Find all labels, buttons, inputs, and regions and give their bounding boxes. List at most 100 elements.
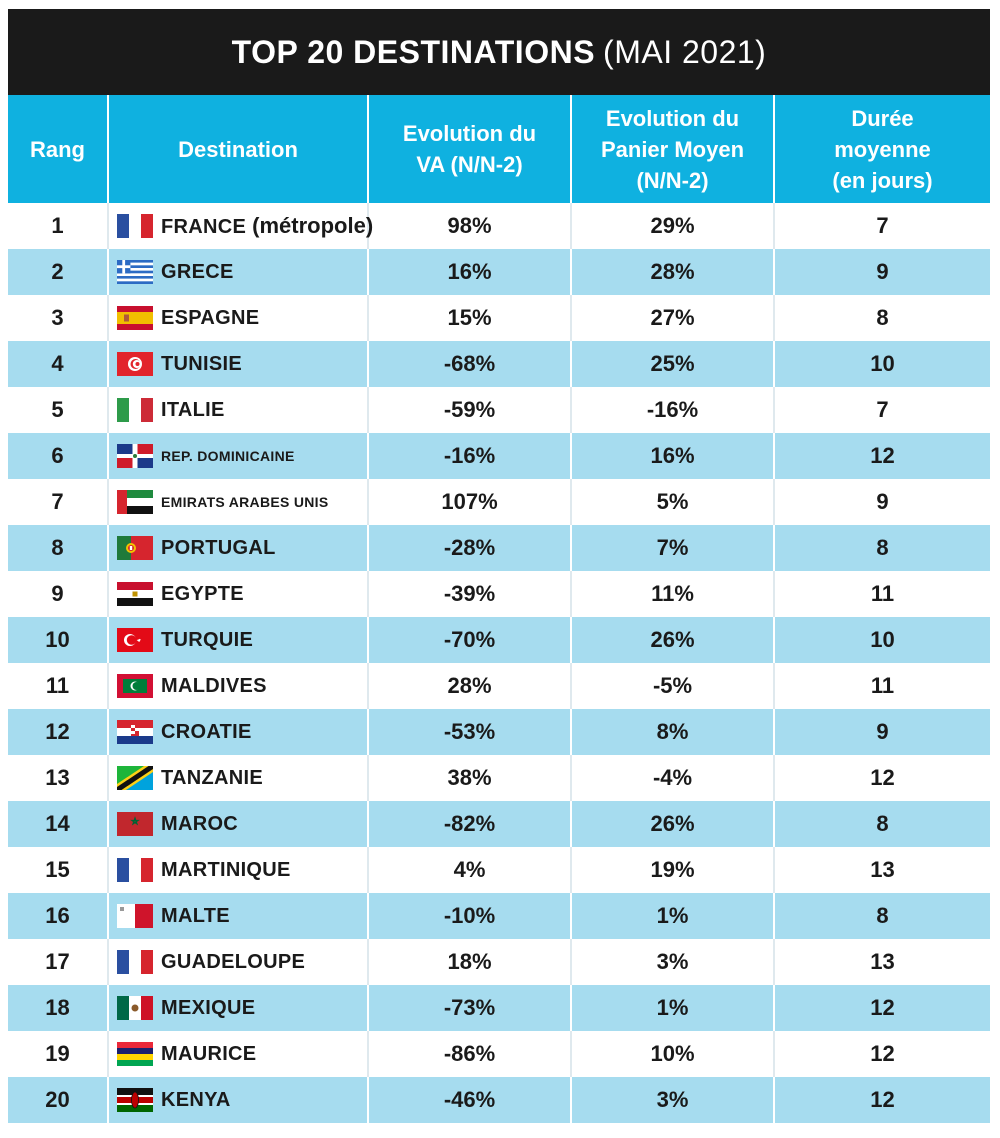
cell-evolution-panier: 8%	[572, 709, 775, 755]
table-row: 9 EGYPTE -39% 11% 11	[8, 571, 990, 617]
cell-evolution-panier: 10%	[572, 1031, 775, 1077]
cell-evolution-va: -16%	[369, 433, 572, 479]
table-row: 20 KENYA -46% 3% 12	[8, 1077, 990, 1123]
tanzania-flag-icon	[117, 766, 153, 790]
dominican-republic-flag-icon	[117, 444, 153, 468]
cell-evolution-va: -73%	[369, 985, 572, 1031]
cell-evolution-va: -10%	[369, 893, 572, 939]
header-destination: Destination	[109, 95, 369, 203]
cell-evolution-panier: -5%	[572, 663, 775, 709]
cell-evolution-panier: 16%	[572, 433, 775, 479]
destination-name: MALTE	[161, 904, 230, 927]
cell-duree: 9	[876, 259, 889, 284]
cell-duree: 13	[870, 857, 895, 882]
cell-rang: 20	[8, 1077, 109, 1123]
cell-evolution-panier: 26%	[572, 617, 775, 663]
cell-destination: TURQUIE	[109, 617, 369, 663]
destination-name: TURQUIE	[161, 628, 254, 651]
kenya-flag-icon	[117, 1088, 153, 1112]
cell-duree: 12	[870, 443, 895, 468]
cell-evolution-panier: 1%	[572, 893, 775, 939]
cell-rang: 13	[8, 755, 109, 801]
cell-rang: 12	[8, 709, 109, 755]
cell-duree: 11	[870, 673, 895, 698]
cell-evolution-va: 98%	[369, 203, 572, 249]
cell-evolution-va: 38%	[369, 755, 572, 801]
cell-destination: TANZANIE	[109, 755, 369, 801]
greece-flag-icon	[117, 260, 153, 284]
mexico-flag-icon	[117, 996, 153, 1020]
table-row: 10 TURQUIE -70% 26% 10	[8, 617, 990, 663]
destination-name: GRECE	[161, 260, 234, 283]
france-flag-icon	[117, 950, 153, 974]
cell-duree: 10	[870, 627, 895, 652]
cell-rang: 3	[8, 295, 109, 341]
destination-name: TUNISIE	[161, 352, 242, 375]
destination-name: ESPAGNE	[161, 306, 260, 329]
cell-evolution-panier: 3%	[572, 1077, 775, 1123]
france-flag-icon	[117, 858, 153, 882]
table-row: 17 GUADELOUPE 18% 3% 13	[8, 939, 990, 985]
cell-rang: 9	[8, 571, 109, 617]
cell-rang: 7	[8, 479, 109, 525]
table-row: 4 TUNISIE -68% 25% 10	[8, 341, 990, 387]
cell-destination: MALDIVES	[109, 663, 369, 709]
cell-evolution-va: -53%	[369, 709, 572, 755]
cell-destination: KENYA	[109, 1077, 369, 1123]
cell-destination: REP. DOMINICAINE	[109, 433, 369, 479]
cell-evolution-panier: 27%	[572, 295, 775, 341]
cell-evolution-panier: -4%	[572, 755, 775, 801]
cell-destination: CROATIE	[109, 709, 369, 755]
cell-evolution-va: -82%	[369, 801, 572, 847]
table-header: Rang Destination Evolution du VA (N/N-2)…	[8, 95, 990, 203]
table-row: 16 MALTE -10% 1% 8	[8, 893, 990, 939]
header-rang: Rang	[8, 95, 109, 203]
cell-duree: 10	[870, 351, 895, 376]
cell-rang: 18	[8, 985, 109, 1031]
cell-evolution-va: -59%	[369, 387, 572, 433]
cell-evolution-panier: 28%	[572, 249, 775, 295]
italy-flag-icon	[117, 398, 153, 422]
table-row: 13 TANZANIE 38% -4% 12	[8, 755, 990, 801]
cell-rang: 11	[8, 663, 109, 709]
destination-name: FRANCE (métropole)	[161, 213, 374, 238]
egypt-flag-icon	[117, 582, 153, 606]
table-row: 11 MALDIVES 28% -5% 11	[8, 663, 990, 709]
destination-name: MALDIVES	[161, 674, 267, 697]
cell-destination: TUNISIE	[109, 341, 369, 387]
cell-evolution-va: 28%	[369, 663, 572, 709]
cell-rang: 10	[8, 617, 109, 663]
destination-name: MEXIQUE	[161, 996, 256, 1019]
destination-name: MAURICE	[161, 1042, 257, 1065]
cell-rang: 15	[8, 847, 109, 893]
cell-evolution-panier: 7%	[572, 525, 775, 571]
table-row: 14 MAROC -82% 26% 8	[8, 801, 990, 847]
cell-duree: 7	[876, 397, 889, 422]
cell-duree: 8	[876, 535, 889, 560]
cell-evolution-va: -39%	[369, 571, 572, 617]
table-row: 12 CROATIE -53% 8% 9	[8, 709, 990, 755]
destination-name: ITALIE	[161, 398, 225, 421]
destination-name: TANZANIE	[161, 766, 264, 789]
table-row: 15 MARTINIQUE 4% 19% 13	[8, 847, 990, 893]
morocco-flag-icon	[117, 812, 153, 836]
cell-rang: 5	[8, 387, 109, 433]
table-title: TOP 20 DESTINATIONS (MAI 2021)	[8, 9, 990, 95]
cell-destination: EMIRATS ARABES UNIS	[109, 479, 369, 525]
destination-name: GUADELOUPE	[161, 950, 306, 973]
cell-rang: 14	[8, 801, 109, 847]
cell-evolution-panier: 5%	[572, 479, 775, 525]
cell-evolution-panier: 19%	[572, 847, 775, 893]
destination-name: PORTUGAL	[161, 536, 276, 559]
malta-flag-icon	[117, 904, 153, 928]
cell-destination: MAURICE	[109, 1031, 369, 1077]
cell-destination: EGYPTE	[109, 571, 369, 617]
cell-duree: 12	[870, 1087, 895, 1112]
table-row: 8 PORTUGAL -28% 7% 8	[8, 525, 990, 571]
maldives-flag-icon	[117, 674, 153, 698]
cell-rang: 1	[8, 203, 109, 249]
destination-name: KENYA	[161, 1088, 231, 1111]
cell-destination: ESPAGNE	[109, 295, 369, 341]
cell-evolution-va: 18%	[369, 939, 572, 985]
cell-evolution-panier: 26%	[572, 801, 775, 847]
